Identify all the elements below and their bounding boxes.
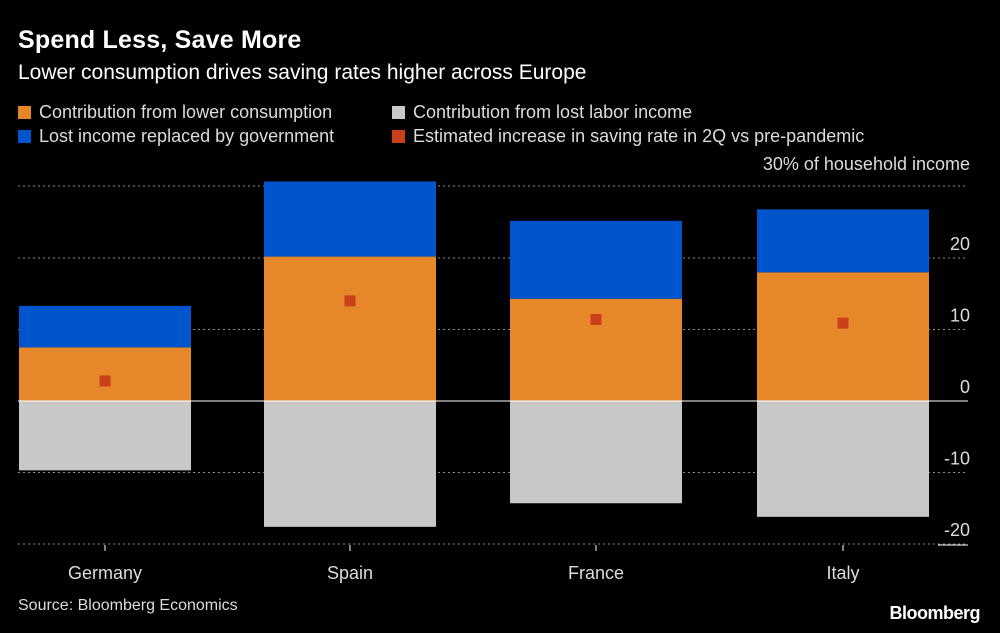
legend-label-labor: Contribution from lost labor income	[413, 102, 693, 122]
bar-labor-italy	[757, 401, 929, 517]
y-axis-unit-label: 30% of household income	[762, 154, 970, 174]
y-label-20: 20	[950, 234, 970, 254]
legend-item-government: Lost income replaced by government	[18, 126, 334, 147]
bar-consumption-germany	[19, 347, 191, 401]
bar-labor-germany	[19, 401, 191, 471]
bar-labor-spain	[264, 401, 436, 527]
bar-government-france	[510, 220, 682, 299]
legend-item-consumption: Contribution from lower consumption	[18, 102, 332, 123]
legend-label-saving-rate: Estimated increase in saving rate in 2Q …	[413, 126, 865, 146]
marker-saving-rate-france	[590, 313, 602, 325]
legend-item-labor: Contribution from lost labor income	[392, 102, 692, 123]
y-label--10: -10	[944, 449, 970, 469]
legend-item-saving-rate: Estimated increase in saving rate in 2Q …	[392, 126, 864, 147]
bloomberg-logo: Bloomberg	[889, 603, 980, 623]
x-label-germany: Germany	[68, 563, 142, 583]
source-note: Source: Bloomberg Economics	[18, 597, 238, 614]
legend-swatch-government	[18, 130, 31, 143]
x-label-italy: Italy	[826, 563, 859, 583]
y-label--20: -20	[944, 520, 970, 540]
chart-subtitle: Lower consumption drives saving rates hi…	[18, 61, 587, 84]
bar-government-germany	[19, 305, 191, 348]
marker-saving-rate-germany	[99, 375, 111, 387]
legend-label-consumption: Contribution from lower consumption	[39, 102, 333, 122]
legend-swatch-consumption	[18, 106, 31, 119]
y-label-0: 0	[960, 377, 970, 397]
bar-labor-france	[510, 401, 682, 504]
x-label-spain: Spain	[327, 563, 373, 583]
y-label-10: 10	[950, 306, 970, 326]
legend-swatch-labor	[392, 106, 405, 119]
bar-consumption-spain	[264, 256, 436, 401]
marker-saving-rate-spain	[344, 295, 356, 307]
bar-government-spain	[264, 181, 436, 257]
x-label-france: France	[568, 563, 624, 583]
legend-label-government: Lost income replaced by government	[39, 126, 335, 146]
bar-government-italy	[757, 209, 929, 273]
marker-saving-rate-italy	[837, 317, 849, 329]
legend-swatch-saving-rate	[392, 130, 405, 143]
bar-consumption-italy	[757, 272, 929, 401]
chart-title: Spend Less, Save More	[18, 26, 302, 54]
